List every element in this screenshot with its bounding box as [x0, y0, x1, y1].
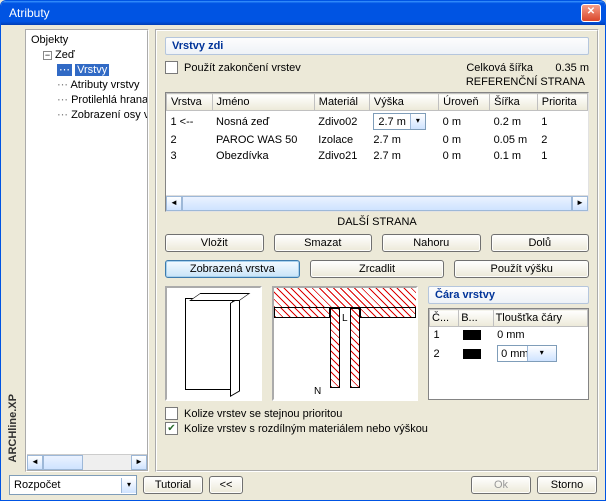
diff-material-checkbox[interactable]: ✔ [165, 422, 178, 435]
back-button[interactable]: << [209, 476, 243, 494]
brand-label: ARCHline.XP [7, 390, 19, 466]
column-header[interactable]: Vrstva [167, 94, 213, 111]
color-swatch[interactable] [463, 330, 481, 340]
layers-table: VrstvaJménoMateriálVýškaÚroveňŠířkaPrior… [165, 92, 589, 212]
diff-material-label: Kolize vrstev s rozdílným materiálem neb… [184, 423, 428, 435]
thickness-combo[interactable]: 0 mm▾ [497, 345, 557, 362]
column-header[interactable]: Šířka [490, 94, 538, 111]
tree-item-axis-display[interactable]: ⋯ Zobrazení osy vrst [29, 108, 145, 123]
height-combo[interactable]: 2.7 m▾ [373, 113, 426, 130]
scroll-thumb[interactable] [182, 196, 572, 211]
same-priority-checkbox[interactable] [165, 407, 178, 420]
mirror-button[interactable]: Zrcadlit [310, 260, 445, 278]
table-row[interactable]: 20 mm▾ [430, 343, 588, 364]
use-height-button[interactable]: Použít výšku [454, 260, 589, 278]
column-header[interactable]: Materiál [314, 94, 369, 111]
cancel-button[interactable]: Storno [537, 476, 597, 494]
column-header[interactable]: Jméno [212, 94, 314, 111]
lines-table: Č...B...Tloušťka čáry 10 mm20 mm▾ [428, 308, 589, 400]
close-icon[interactable]: ✕ [581, 4, 601, 22]
tree-item-layer-attrs[interactable]: ⋯ Atributy vrstvy [29, 78, 145, 93]
table-row[interactable]: 10 mm [430, 327, 588, 344]
footer: Rozpočet ▾ Tutorial << Ok Storno [1, 472, 605, 498]
shown-layer-button[interactable]: Zobrazená vrstva [165, 260, 300, 278]
up-button[interactable]: Nahoru [382, 234, 481, 252]
down-button[interactable]: Dolů [491, 234, 590, 252]
collapse-icon[interactable]: − [43, 51, 52, 60]
section-title: Vrstvy zdi [165, 37, 589, 55]
main-panel: Vrstvy zdi Použít zakončení vrstev Celko… [155, 29, 599, 472]
table-row[interactable]: 3ObezdívkaZdivo212.7 m0 m0.1 m1 [167, 148, 588, 164]
scroll-thumb[interactable] [43, 455, 83, 470]
scroll-left-icon[interactable]: ◄ [27, 455, 43, 470]
column-header[interactable]: Výška [369, 94, 438, 111]
layer-ending-checkbox[interactable] [165, 61, 178, 74]
dialog-window: Atributy ✕ ARCHline.XP Objekty −Zeď ⋯ Vr… [0, 0, 606, 501]
wall-section-preview: L N [272, 286, 418, 401]
wall-3d-preview [165, 286, 262, 401]
table-row[interactable]: 2PAROC WAS 50Izolace2.7 m0 m0.05 m2 [167, 132, 588, 148]
column-header[interactable]: Tloušťka čáry [493, 310, 587, 327]
tree-item-layers[interactable]: ⋯ Vrstvy [29, 63, 145, 78]
tree-node-wall[interactable]: −Zeď [29, 48, 145, 63]
titlebar[interactable]: Atributy ✕ [1, 1, 605, 25]
table-row[interactable]: 1 <--Nosná zeďZdivo022.7 m▾0 m0.2 m1 [167, 111, 588, 133]
scroll-right-icon[interactable]: ► [131, 455, 147, 470]
scroll-right-icon[interactable]: ► [572, 196, 588, 211]
footer-select-value: Rozpočet [10, 479, 121, 491]
window-title: Atributy [9, 6, 50, 20]
color-swatch[interactable] [463, 349, 481, 359]
tree-item-opposite-edge[interactable]: ⋯ Protilehlá hrana [29, 93, 145, 108]
insert-button[interactable]: Vložit [165, 234, 264, 252]
other-side-label: DALŠÍ STRANA [165, 216, 589, 228]
delete-button[interactable]: Smazat [274, 234, 373, 252]
tree-scrollbar[interactable]: ◄ ► [27, 454, 147, 470]
column-header[interactable]: Č... [430, 310, 459, 327]
tutorial-button[interactable]: Tutorial [143, 476, 203, 494]
layer-line-title: Čára vrstvy [428, 286, 589, 304]
tree-panel: Objekty −Zeď ⋯ Vrstvy ⋯ Atributy vrstvy … [25, 29, 149, 472]
total-width-label: Celková šířka [466, 62, 533, 74]
column-header[interactable]: Priorita [537, 94, 587, 111]
ok-button[interactable]: Ok [471, 476, 531, 494]
ref-side-label: REFERENČNÍ STRANA [165, 76, 585, 88]
chevron-down-icon[interactable]: ▾ [121, 478, 136, 493]
scroll-left-icon[interactable]: ◄ [166, 196, 182, 211]
column-header[interactable]: B... [459, 310, 493, 327]
table-scrollbar[interactable]: ◄ ► [166, 195, 588, 211]
chevron-down-icon[interactable]: ▾ [527, 346, 557, 361]
layer-ending-label: Použít zakončení vrstev [184, 62, 301, 74]
chevron-down-icon[interactable]: ▾ [410, 114, 425, 129]
tree-root[interactable]: Objekty [29, 33, 145, 48]
same-priority-label: Kolize vrstev se stejnou prioritou [184, 408, 342, 420]
footer-select[interactable]: Rozpočet ▾ [9, 475, 137, 495]
column-header[interactable]: Úroveň [439, 94, 490, 111]
total-width-value: 0.35 m [539, 62, 589, 74]
